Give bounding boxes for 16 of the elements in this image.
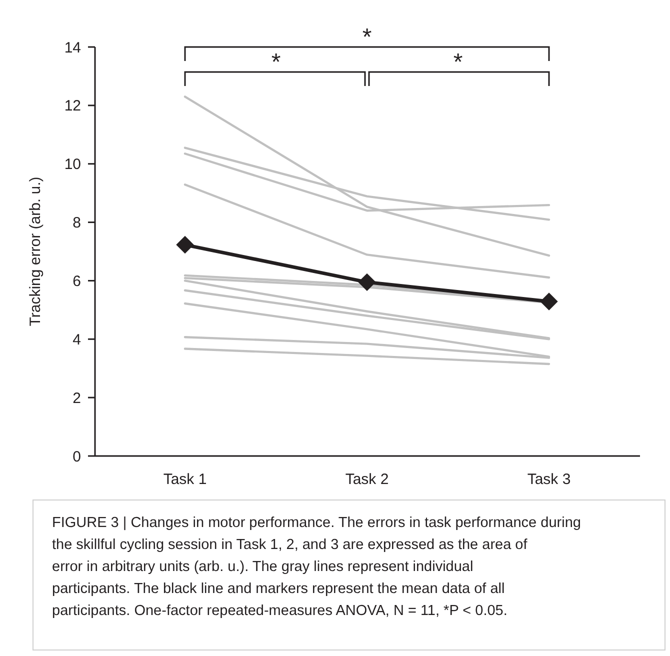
annotation: * [453, 49, 463, 76]
y-tick-label: 10 [64, 156, 81, 174]
annotation: * [271, 49, 281, 76]
x-tick-label: Task 1 [163, 471, 207, 488]
x-tick-label: Task 3 [527, 471, 571, 488]
y-axis-title: Tracking error (arb. u.) [27, 176, 44, 326]
y-tick-label: 2 [72, 390, 81, 407]
y-tick-label: 6 [72, 272, 81, 290]
y-tick-label: 12 [64, 98, 81, 115]
y-tick-label: 8 [72, 214, 81, 232]
y-tick-label: 0 [72, 448, 81, 466]
y-tick-label: 4 [72, 331, 81, 348]
y-tick-label: 14 [64, 39, 81, 56]
x-tick-label: Task 2 [345, 471, 389, 488]
annotation: * [362, 24, 372, 51]
caption: FIGURE 3 | Changes in motor performance. The errors in task performance during the skillful cycling session in Task 1, 2, and 3 are expressed as the area of error in arbitrary units (arb. u.). The gray lines represent individual participants. The black line and markers represent the mean data of all participants. One-factor repeated-measures ANOVA, N = 11, *P < 0.05. [52, 515, 581, 619]
